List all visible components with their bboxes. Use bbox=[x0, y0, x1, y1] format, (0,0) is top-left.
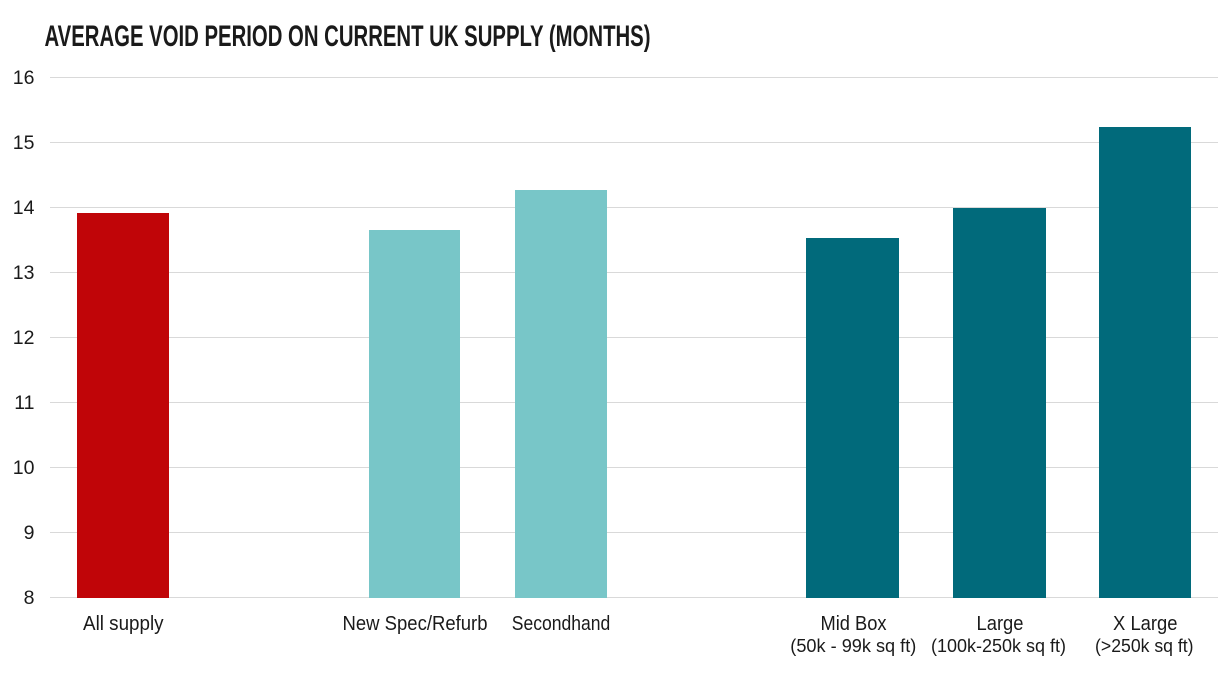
svg-text:(>250k sq ft): (>250k sq ft) bbox=[1095, 636, 1194, 656]
svg-text:Mid Box: Mid Box bbox=[821, 613, 887, 635]
svg-text:11: 11 bbox=[14, 392, 34, 414]
svg-text:Secondhand: Secondhand bbox=[512, 613, 611, 635]
svg-text:12: 12 bbox=[13, 327, 35, 349]
svg-text:16: 16 bbox=[13, 67, 35, 89]
svg-text:8: 8 bbox=[24, 587, 35, 609]
svg-text:10: 10 bbox=[13, 457, 35, 479]
svg-text:9: 9 bbox=[24, 522, 35, 544]
svg-text:New Spec/Refurb: New Spec/Refurb bbox=[343, 613, 488, 635]
svg-text:14: 14 bbox=[13, 197, 35, 219]
svg-text:15: 15 bbox=[13, 132, 35, 154]
svg-text:13: 13 bbox=[13, 262, 35, 284]
svg-text:(50k - 99k sq ft): (50k - 99k sq ft) bbox=[790, 636, 916, 656]
svg-text:Large: Large bbox=[977, 613, 1024, 635]
svg-text:AVERAGE VOID PERIOD ON CURRENT: AVERAGE VOID PERIOD ON CURRENT UK SUPPLY… bbox=[45, 20, 651, 53]
svg-text:X Large: X Large bbox=[1113, 613, 1178, 635]
svg-text:All supply: All supply bbox=[83, 613, 164, 635]
svg-text:(100k-250k sq ft): (100k-250k sq ft) bbox=[931, 636, 1066, 656]
